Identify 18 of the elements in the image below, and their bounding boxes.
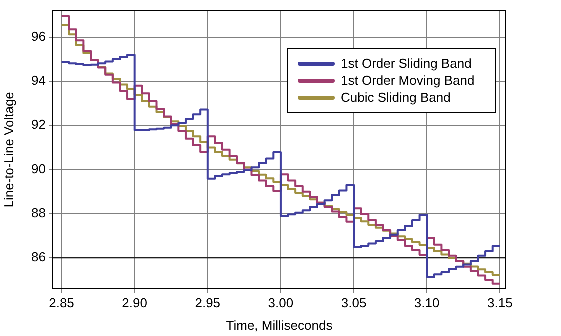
x-axis-title: Time, Milliseconds [226,318,334,333]
x-tick-label: 3.00 [268,295,294,310]
legend-label: 1st Order Moving Band [341,73,475,88]
legend-label: Cubic Sliding Band [341,90,451,105]
y-tick-label: 88 [32,206,46,221]
x-tick-label: 3.15 [488,295,513,310]
y-tick-label: 94 [32,73,46,88]
y-tick-label: 96 [32,28,46,44]
legend-label: 1st Order Sliding Band [341,56,472,71]
y-tick-label: 92 [32,117,46,132]
x-tick-label: 3.10 [414,295,440,310]
x-tick-label: 3.05 [341,295,367,310]
y-tick-label: 90 [32,161,46,176]
x-tick-label: 2.85 [49,295,74,310]
y-axis-title: Line-to-Line Voltage [1,92,16,208]
x-tick-label: 2.90 [122,295,148,310]
x-tick-label: 2.95 [195,295,221,310]
y-tick-label: 86 [32,250,46,265]
